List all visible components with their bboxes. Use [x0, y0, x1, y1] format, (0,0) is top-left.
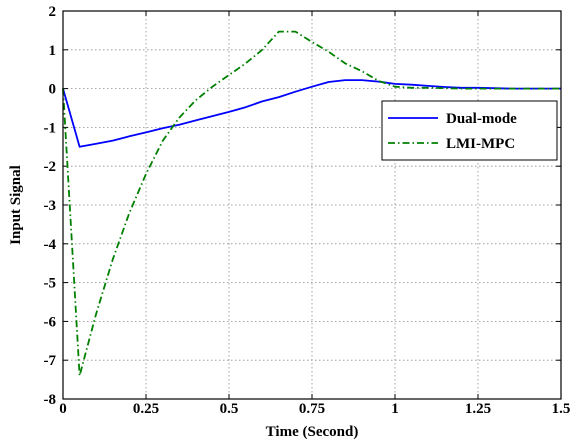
y-tick-label: -7: [44, 353, 57, 369]
series-lines: [62, 30, 561, 377]
y-tick-label: -6: [44, 314, 57, 330]
x-tick-label: 1.5: [552, 401, 571, 417]
x-tick-label: 0.75: [299, 401, 325, 417]
grid: [63, 11, 561, 399]
y-tick-label: 2: [49, 4, 57, 20]
x-tick-label: 1.25: [465, 401, 491, 417]
x-tick-label: 0: [59, 401, 67, 417]
y-tick-label: 0: [49, 82, 57, 98]
x-tick-label: 0.5: [220, 401, 239, 417]
legend-box: [381, 100, 558, 161]
legend: Dual-mode LMI-MPC: [381, 100, 558, 161]
y-tick-label: -5: [44, 276, 57, 292]
y-tick-label: -4: [44, 237, 57, 253]
y-tick-label: -8: [44, 392, 57, 408]
y-tick-label: 1: [49, 43, 57, 59]
legend-label-lmi-mpc: LMI-MPC: [446, 136, 515, 152]
y-tick-label: -2: [44, 159, 57, 175]
series-line-dual-mode: [62, 79, 561, 148]
tick-labels: 0 0.25 0.5 0.75 1 1.25 1.5 2 1 0 -1 -2 -3 -4 -5 -6 -7 -8: [44, 4, 571, 417]
y-tick-label: -3: [44, 198, 57, 214]
x-axis-label: Time (Second): [266, 424, 359, 440]
y-axis-label: Input Signal: [8, 165, 24, 245]
y-tick-label: -1: [44, 120, 57, 136]
x-tick-label: 0.25: [133, 401, 159, 417]
plot-frame: [62, 10, 562, 400]
x-tick-label: 1: [391, 401, 399, 417]
legend-label-dual-mode: Dual-mode: [446, 111, 517, 127]
